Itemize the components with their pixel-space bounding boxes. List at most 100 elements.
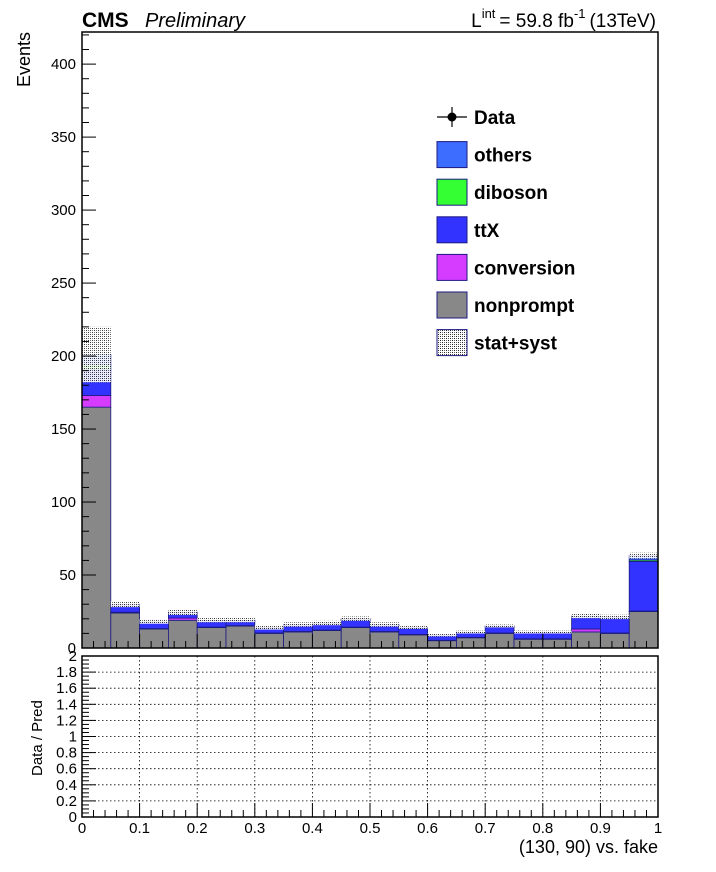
main-x-axis: [81, 634, 659, 648]
lumi-label: Lint = 59.8 fb-1 (13TeV): [471, 6, 656, 32]
bar-nonprompt-18: [600, 633, 630, 649]
legend-swatch-others: [436, 141, 468, 169]
y-tick-label: 250: [51, 275, 76, 292]
bar-conversion-17: [571, 628, 601, 633]
uncertainty-bin-5: [226, 617, 255, 623]
y-tick-label: 50: [59, 567, 76, 584]
uncertainty-bin-0: [82, 326, 111, 383]
uncertainty-bin-11: [398, 625, 428, 629]
legend-swatch-ttX: [436, 216, 468, 244]
x-tick-label: 0.9: [590, 820, 611, 837]
legend-entry-nonprompt: nonprompt: [436, 291, 575, 319]
bar-nonprompt-1: [110, 612, 141, 649]
main-frame: [81, 31, 659, 649]
bar-ttX-12: [427, 635, 457, 641]
y-tick-label: 300: [51, 202, 76, 219]
bar-nonprompt-7: [283, 631, 313, 649]
uncertainty-bin-10: [370, 622, 399, 627]
lumi-unit-exp: -1: [574, 6, 586, 21]
legend: Data others diboson ttX conversion nonprompt s…: [436, 107, 575, 357]
x-axis-title: (130, 90) vs. fake: [519, 837, 658, 857]
ratio-y-tick-label: 0.8: [56, 745, 77, 762]
legend-entry-others: others: [436, 141, 532, 169]
x-tick-label: 1: [654, 820, 662, 837]
lumi-superscript: int: [482, 6, 496, 21]
bar-nonprompt-17: [571, 631, 601, 649]
uncertainty-bin-2: [139, 619, 169, 624]
y-tick-label: 150: [51, 421, 76, 438]
legend-swatch-conversion: [436, 253, 468, 281]
uncertainty-bin-1: [110, 601, 140, 608]
bar-nonprompt-0: [81, 406, 112, 649]
uncertainty-bin-17: [571, 613, 601, 619]
bar-ttX-17: [571, 616, 601, 630]
legend-entry-stat-syst: stat+syst: [436, 329, 558, 357]
legend-swatch-diboson: [436, 178, 468, 206]
bar-ttX-11: [398, 628, 428, 635]
bar-nonprompt-15: [513, 638, 544, 649]
experiment-label: CMS: [82, 9, 129, 32]
x-tick-label: 0.6: [417, 820, 438, 837]
legend-label: stat+syst: [474, 334, 558, 355]
uncertainty-bin-19: [629, 552, 658, 559]
ratio-y-tick-label: 1.2: [56, 712, 77, 729]
x-tick-label: 0.3: [244, 820, 265, 837]
main-y-axis-title: Events: [14, 32, 34, 87]
bar-ttX-14: [484, 626, 515, 634]
uncertainty-bin-3: [168, 609, 198, 616]
ratio-y-tick-label: 0: [69, 809, 77, 826]
lumi-energy: (13TeV): [589, 11, 656, 32]
x-tick-label: 0.4: [302, 820, 323, 837]
bar-nonprompt-16: [542, 638, 572, 649]
bar-conversion-0: [81, 395, 112, 408]
uncertainty-bin-14: [485, 624, 514, 628]
bar-nonprompt-19: [628, 611, 659, 649]
bar-nonprompt-3: [167, 619, 198, 649]
uncertainty-bin-8: [312, 620, 342, 626]
uncertainty-bin-4: [197, 617, 226, 623]
bar-ttX-16: [542, 632, 572, 640]
x-tick-label: 0: [78, 820, 86, 837]
legend-swatch-stat-syst: [436, 329, 468, 357]
y-tick-label: 0: [68, 640, 76, 657]
y-tick-label: 350: [51, 129, 76, 146]
uncertainty-bin-9: [341, 616, 370, 621]
bar-nonprompt-2: [139, 628, 169, 649]
ratio-grid: [82, 656, 658, 817]
x-tick-label: 0.2: [187, 820, 208, 837]
legend-label: conversion: [474, 258, 575, 279]
x-tick-label: 0.7: [475, 820, 496, 837]
ratio-y-tick-label: 0.6: [56, 761, 77, 778]
legend-label: others: [474, 146, 532, 167]
legend-label: ttX: [474, 221, 500, 242]
uncertainty-bin-15: [514, 630, 543, 634]
bar-nonprompt-5: [225, 625, 256, 649]
legend-entry-diboson: diboson: [436, 178, 548, 206]
x-tick-label: 0.1: [129, 820, 150, 837]
bar-nonprompt-9: [340, 627, 371, 649]
ratio-y-tick-label: 2: [69, 648, 77, 665]
ratio-y-tick-label: 1.8: [56, 664, 77, 681]
bar-nonprompt-11: [398, 634, 428, 649]
bar-nonprompt-6: [254, 633, 285, 649]
bar-nonprompt-8: [311, 630, 342, 649]
ratio-y-tick-label: 0.2: [56, 793, 77, 810]
lumi-prefix: L: [471, 11, 482, 32]
uncertainty-band: [82, 326, 658, 637]
ratio-y-axis: 00.20.40.60.811.21.41.61.82: [56, 648, 96, 826]
uncertainty-bin-13: [456, 630, 486, 634]
status-label: Preliminary: [145, 10, 246, 32]
ratio-plot: 00.20.40.60.811.21.41.61.82 0 0.1 0.2 0.3 0.…: [29, 648, 662, 857]
uncertainty-bin-6: [254, 625, 284, 630]
bar-ttX-1: [110, 605, 141, 613]
bar-nonprompt-12: [427, 640, 457, 649]
bar-ttX-18: [600, 617, 630, 634]
uncertainty-bin-12: [427, 633, 457, 637]
legend-label: nonprompt: [474, 296, 575, 317]
legend-entry-conversion: conversion: [436, 253, 575, 281]
legend-marker-data: [447, 112, 457, 122]
bar-nonprompt-14: [484, 633, 515, 649]
y-tick-label: 200: [51, 348, 76, 365]
main-y-axis: 0 50 100 150 200 250 300 350 400: [51, 34, 96, 657]
